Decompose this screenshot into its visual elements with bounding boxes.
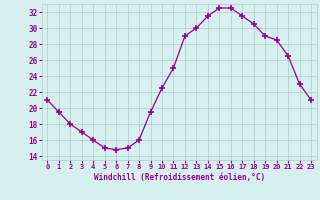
X-axis label: Windchill (Refroidissement éolien,°C): Windchill (Refroidissement éolien,°C) (94, 173, 265, 182)
